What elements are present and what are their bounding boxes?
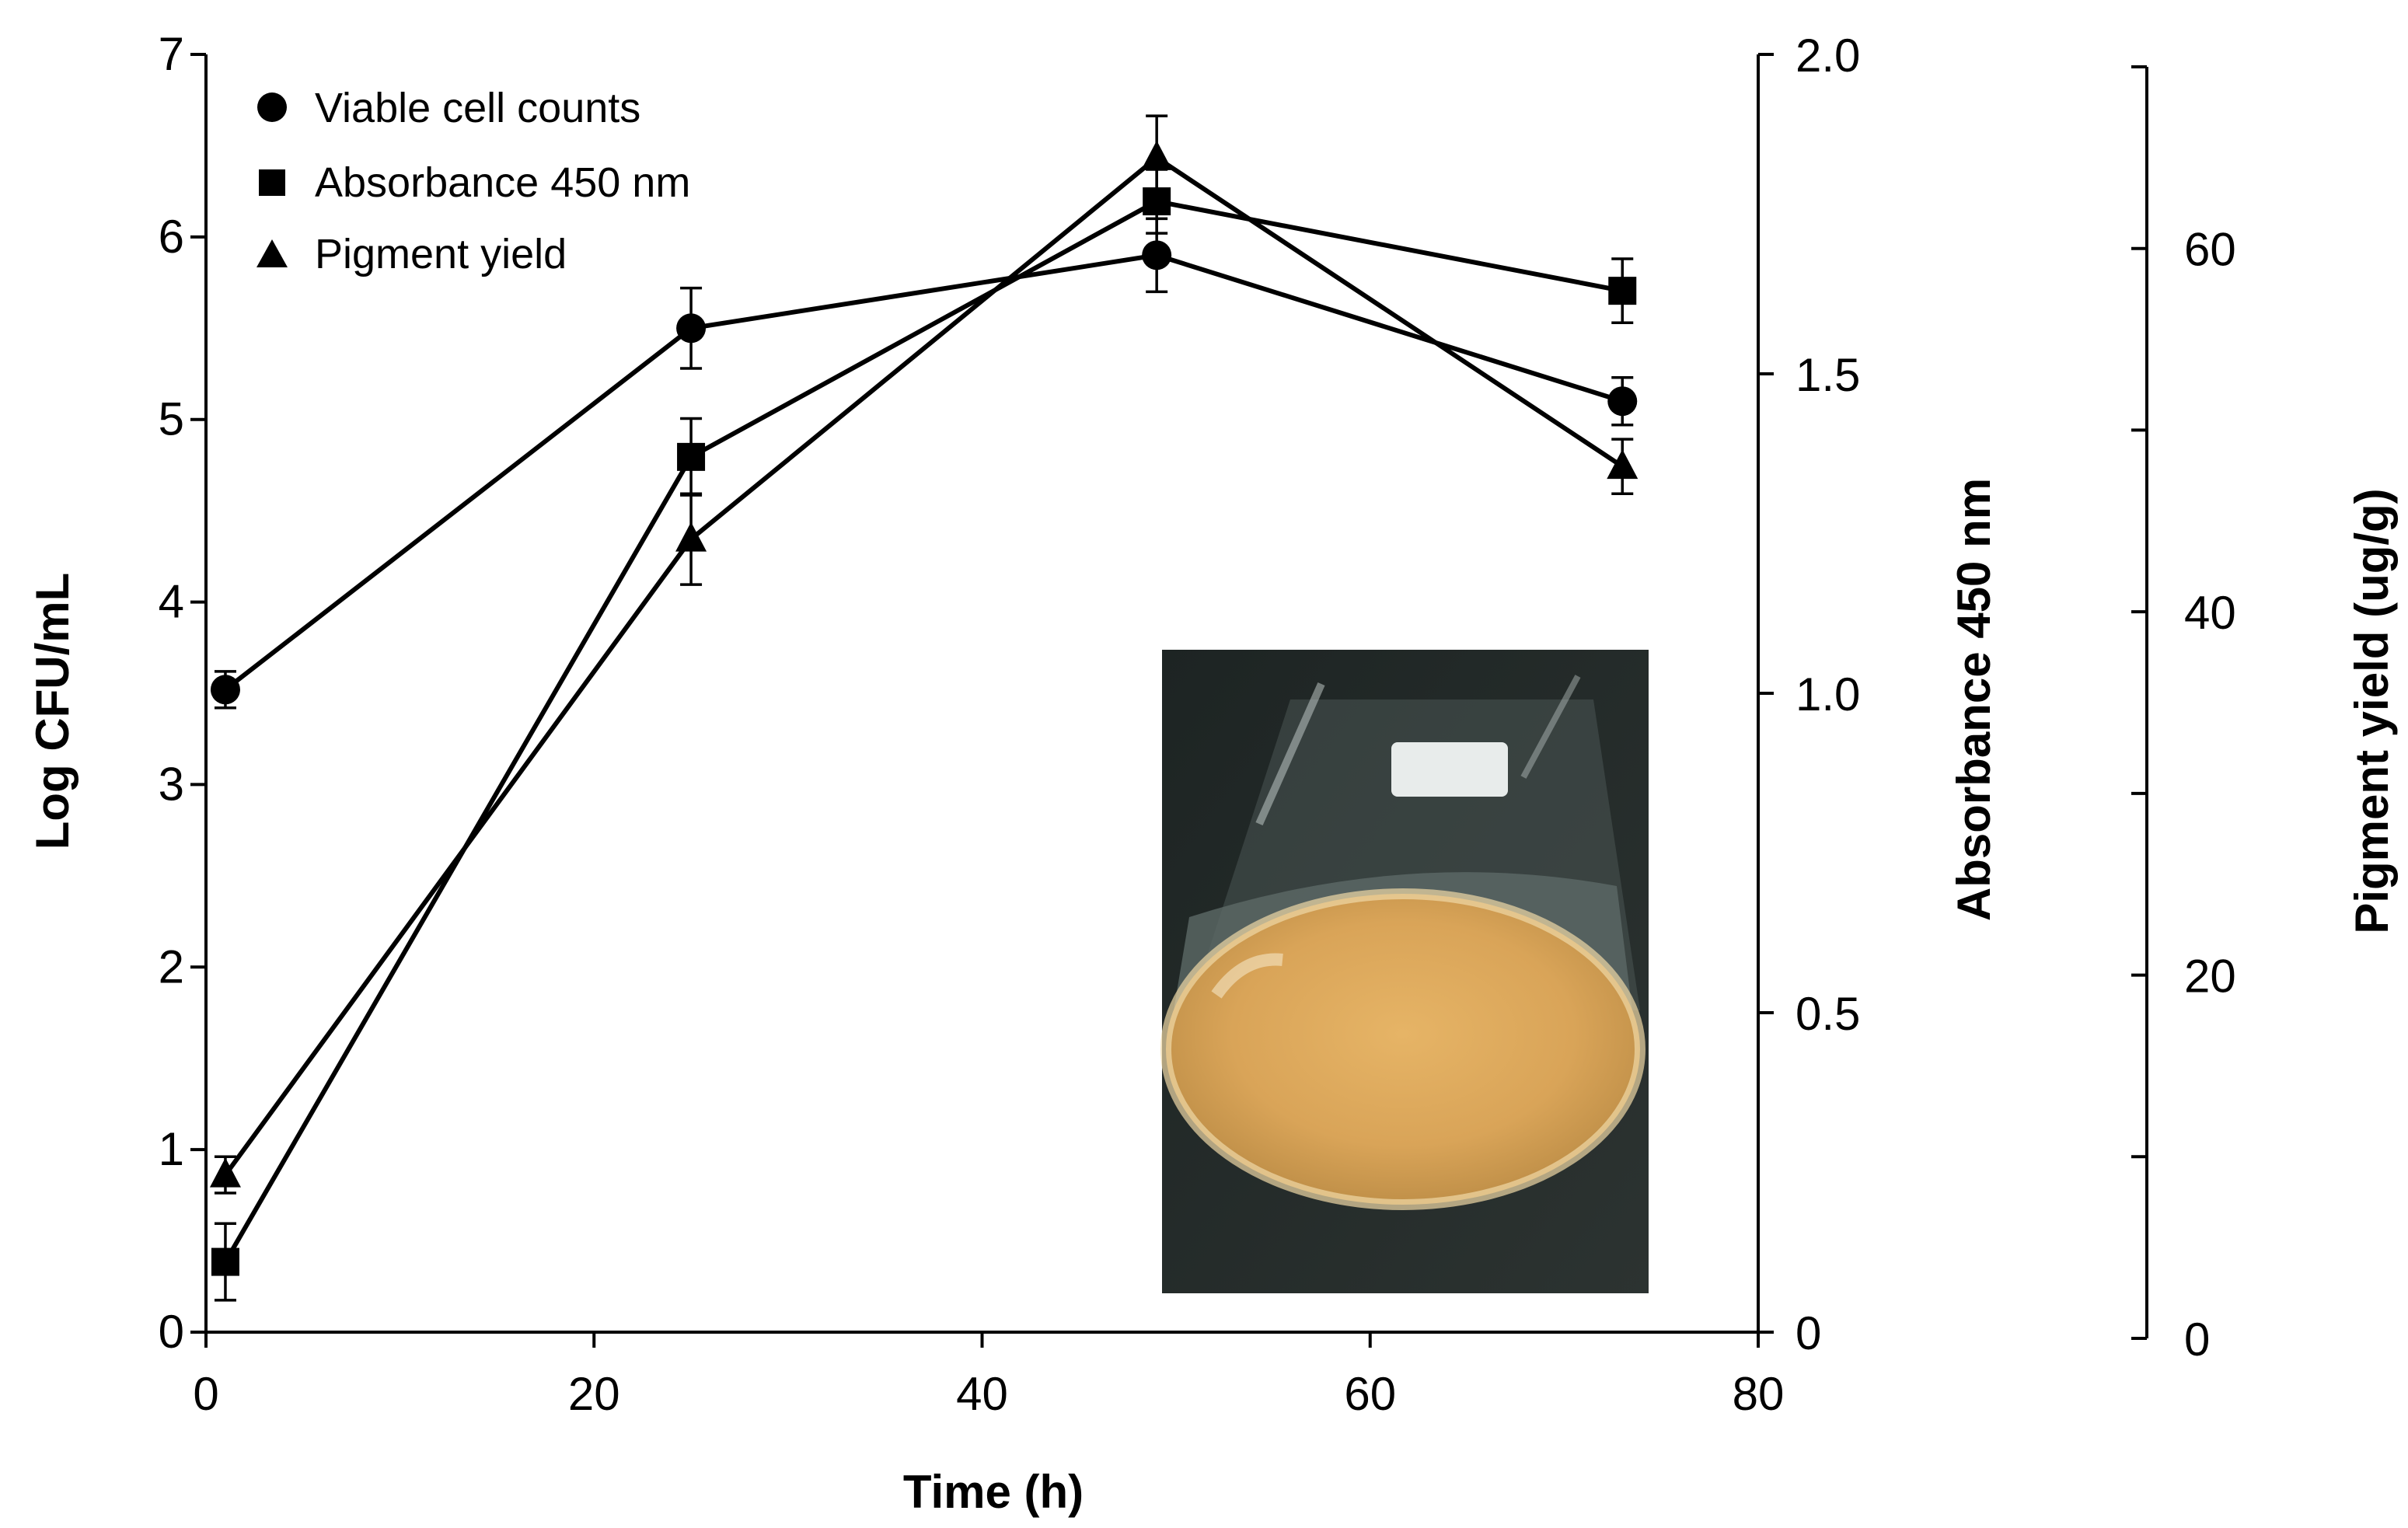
y-tick-label: 4 <box>159 576 184 628</box>
data-point-circle <box>210 675 240 705</box>
y2-tick-label: 0.5 <box>1796 988 1860 1040</box>
legend-marker-square <box>259 169 285 196</box>
inset-flask-photo <box>1160 650 1649 1293</box>
y3-tick-label: 0 <box>2184 1313 2210 1366</box>
data-point-square <box>211 1247 239 1276</box>
series-line <box>223 155 1624 1177</box>
data-point-triangle <box>1141 140 1173 170</box>
x-tick-label: 40 <box>956 1368 1008 1420</box>
y-tick-label: 2 <box>159 940 184 993</box>
data-point-triangle <box>675 522 707 552</box>
x-axis-title: Time (h) <box>903 1466 1084 1518</box>
data-point-triangle <box>209 1157 241 1188</box>
legend-marker-triangle <box>257 239 288 267</box>
data-point-triangle <box>1607 449 1638 480</box>
left-axis-ticks: 0 1 2 3 4 5 6 7 <box>159 28 206 1358</box>
y-tick-label: 3 <box>159 758 184 810</box>
y2-tick-label: 0 <box>1796 1307 1821 1359</box>
left-axis-title: Log CFU/mL <box>26 573 79 850</box>
right-axis-title: Absorbance 450 nm <box>1948 478 2000 921</box>
right-axis-ticks: 0 0.5 1.0 1.5 2.0 <box>1758 30 1860 1359</box>
data-point-circle <box>1142 240 1172 270</box>
y3-tick-label: 60 <box>2184 224 2236 276</box>
series-line <box>224 253 1624 692</box>
series-circle <box>210 217 1638 710</box>
legend-label-viable: Viable cell counts <box>315 85 640 131</box>
y2-tick-label: 2.0 <box>1796 30 1860 82</box>
data-point-circle <box>676 313 707 344</box>
legend-marker-circle <box>257 92 287 122</box>
legend-label-absorbance: Absorbance 450 nm <box>315 159 690 206</box>
y-tick-label: 6 <box>159 211 184 263</box>
y-tick-label: 0 <box>159 1306 184 1358</box>
data-point-circle <box>1607 386 1638 417</box>
x-tick-label: 60 <box>1344 1368 1396 1420</box>
legend: Viable cell counts Absorbance 450 nm Pig… <box>257 85 690 277</box>
y3-tick-label: 40 <box>2184 587 2236 639</box>
x-axis-ticks: 0 20 40 60 80 <box>193 1332 1784 1420</box>
y-tick-label: 5 <box>159 393 184 445</box>
series-layer <box>209 114 1638 1302</box>
x-tick-label: 0 <box>193 1368 218 1420</box>
x-tick-label: 80 <box>1733 1368 1785 1420</box>
y2-tick-label: 1.0 <box>1796 668 1860 720</box>
series-triangle <box>209 114 1638 1195</box>
y-tick-label: 7 <box>159 28 184 80</box>
data-point-square <box>1608 277 1637 305</box>
legend-label-pigment: Pigment yield <box>315 231 567 277</box>
third-axis-title: Pigment yield (ug/g) <box>2346 488 2398 933</box>
x-tick-label: 20 <box>568 1368 620 1420</box>
third-axis-ticks: 0 20 40 60 <box>2131 65 2236 1366</box>
y2-tick-label: 1.5 <box>1796 349 1860 401</box>
y3-tick-label: 20 <box>2184 951 2236 1003</box>
data-point-square <box>677 442 706 471</box>
y-tick-label: 1 <box>159 1123 184 1175</box>
